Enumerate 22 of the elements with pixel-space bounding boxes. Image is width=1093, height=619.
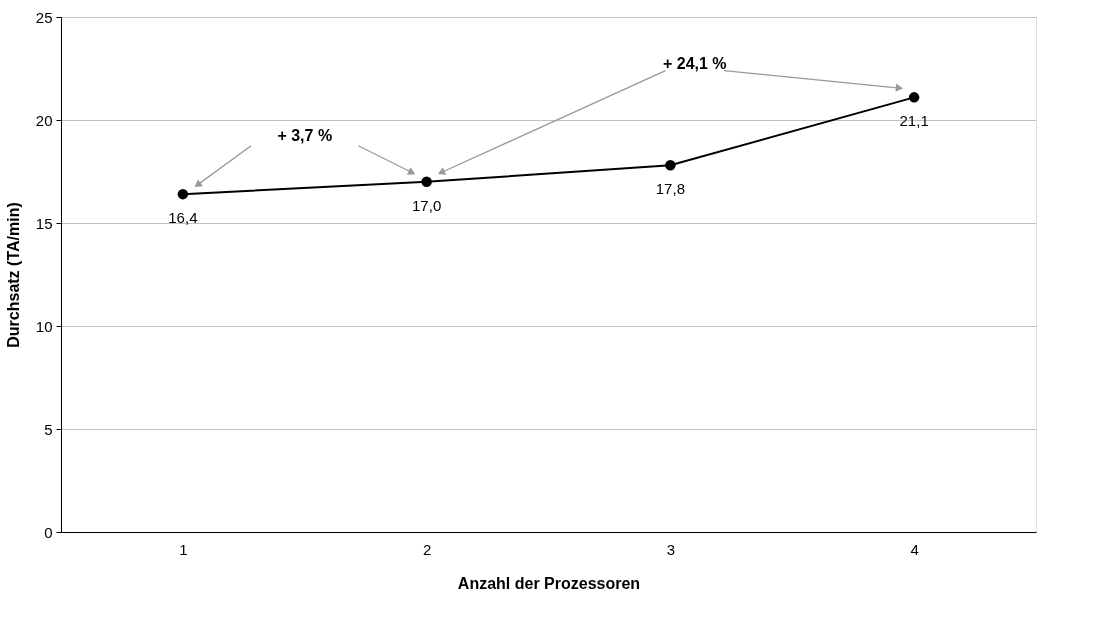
data-label: 16,4 bbox=[168, 209, 198, 227]
data-label: 17,8 bbox=[655, 180, 685, 198]
y-tick-label: 25 bbox=[35, 8, 53, 26]
annotation: + 3,7 % bbox=[277, 127, 333, 145]
annotation: + 24,1 % bbox=[662, 55, 727, 73]
point bbox=[177, 188, 189, 200]
x-axis-title: Anzahl der Prozessoren bbox=[457, 574, 641, 592]
x-tick-label: 3 bbox=[666, 540, 676, 558]
point bbox=[421, 176, 432, 188]
point bbox=[665, 160, 676, 171]
x-tick-label: 4 bbox=[910, 540, 919, 558]
y-axis-title: Durchsatz (TA/min) bbox=[4, 202, 22, 348]
y-tick-label: 10 bbox=[35, 317, 53, 335]
y-tick-label: 5 bbox=[44, 420, 53, 438]
point bbox=[908, 92, 920, 103]
y-tick-label: 15 bbox=[35, 214, 53, 232]
y-tick-label: 20 bbox=[35, 111, 53, 129]
x-tick-label: 2 bbox=[422, 540, 432, 558]
data-label: 17,0 bbox=[412, 196, 442, 214]
y-tick-label: 0 bbox=[44, 523, 53, 541]
x-tick-label: 1 bbox=[179, 540, 188, 558]
data-label: 21,1 bbox=[899, 112, 929, 130]
